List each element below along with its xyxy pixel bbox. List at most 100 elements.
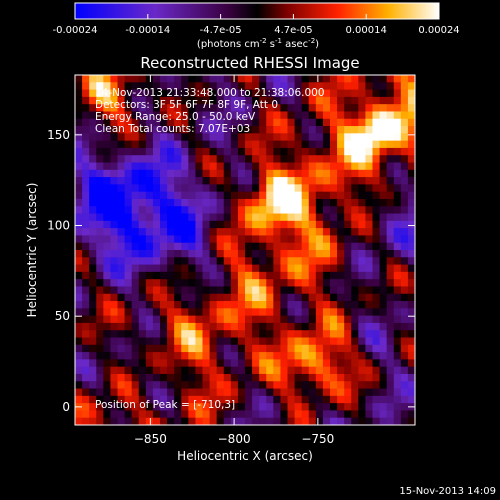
heatmap-cell bbox=[400, 242, 409, 251]
heatmap-cell bbox=[75, 126, 83, 134]
heatmap-cell bbox=[167, 177, 175, 185]
heatmap-cell bbox=[315, 308, 324, 317]
heatmap-cell bbox=[181, 410, 189, 419]
heatmap-cell bbox=[216, 206, 225, 214]
heatmap-cell bbox=[294, 381, 303, 389]
heatmap-cell bbox=[167, 155, 175, 163]
heatmap-cell bbox=[174, 417, 182, 426]
heatmap-cell bbox=[351, 235, 359, 244]
heatmap-cell bbox=[237, 366, 246, 375]
heatmap-cell bbox=[273, 322, 281, 331]
heatmap-cell bbox=[372, 155, 380, 163]
heatmap-cell bbox=[195, 169, 203, 178]
heatmap-cell bbox=[223, 337, 232, 346]
heatmap-cell bbox=[315, 352, 324, 360]
heatmap-cell bbox=[124, 169, 133, 178]
heatmap-cell bbox=[152, 162, 161, 171]
heatmap-cell bbox=[117, 388, 125, 397]
heatmap-cell bbox=[400, 271, 409, 280]
heatmap-cell bbox=[280, 381, 288, 389]
heatmap-cell bbox=[273, 111, 281, 120]
heatmap-cell bbox=[131, 242, 140, 251]
heatmap-cell bbox=[82, 96, 90, 105]
heatmap-cell bbox=[223, 242, 232, 251]
heatmap-cell bbox=[358, 388, 366, 397]
heatmap-cell bbox=[110, 315, 118, 324]
heatmap-cell bbox=[117, 133, 125, 142]
heatmap-cell bbox=[96, 242, 104, 251]
heatmap-cell bbox=[160, 198, 168, 207]
heatmap-cell bbox=[351, 366, 359, 375]
heatmap-cell bbox=[358, 257, 366, 265]
heatmap-cell bbox=[75, 410, 83, 419]
heatmap-cell bbox=[400, 388, 409, 397]
heatmap-cell bbox=[131, 75, 140, 83]
heatmap-cell bbox=[174, 82, 182, 90]
heatmap-cell bbox=[110, 191, 118, 200]
heatmap-cell bbox=[230, 373, 239, 382]
heatmap-cell bbox=[330, 169, 338, 178]
heatmap-cell bbox=[209, 330, 218, 338]
heatmap-cell bbox=[294, 359, 303, 368]
heatmap-cell bbox=[167, 213, 175, 222]
heatmap-cell bbox=[110, 403, 118, 411]
heatmap-cell bbox=[393, 395, 402, 404]
heatmap-cell bbox=[96, 322, 104, 331]
heatmap-cell bbox=[266, 126, 274, 134]
heatmap-cell bbox=[344, 242, 352, 251]
heatmap-cell bbox=[287, 89, 295, 98]
heatmap-cell bbox=[152, 322, 161, 331]
heatmap-cell bbox=[259, 366, 267, 375]
heatmap-cell bbox=[145, 242, 154, 251]
heatmap-cell bbox=[82, 322, 90, 331]
heatmap-cell bbox=[145, 169, 154, 178]
heatmap-cell bbox=[337, 330, 345, 338]
heatmap-cell bbox=[209, 279, 218, 287]
heatmap-cell bbox=[301, 322, 310, 331]
heatmap-cell bbox=[245, 89, 253, 98]
heatmap-cell bbox=[245, 381, 253, 389]
heatmap-cell bbox=[174, 118, 182, 127]
heatmap-cell bbox=[393, 301, 402, 309]
heatmap-cell bbox=[301, 417, 310, 426]
heatmap-cell bbox=[407, 155, 416, 163]
heatmap-cell bbox=[344, 213, 352, 222]
heatmap-cell bbox=[358, 111, 366, 120]
heatmap-cell bbox=[202, 388, 210, 397]
heatmap-cell bbox=[407, 264, 416, 273]
heatmap-cell bbox=[230, 388, 239, 397]
heatmap-cell bbox=[393, 257, 402, 265]
heatmap-cell bbox=[138, 228, 147, 236]
heatmap-cell bbox=[237, 271, 246, 280]
heatmap-cell bbox=[400, 126, 409, 134]
heatmap-cell bbox=[174, 169, 182, 178]
heatmap-cell bbox=[75, 111, 83, 120]
heatmap-cell bbox=[287, 417, 295, 426]
heatmap-cell bbox=[96, 75, 104, 83]
heatmap-cell bbox=[266, 213, 274, 222]
colorbar-tick-label: -4.7e-05 bbox=[200, 25, 242, 36]
heatmap-cell bbox=[160, 257, 168, 265]
heatmap-cell bbox=[273, 147, 281, 156]
heatmap-cell bbox=[117, 264, 125, 273]
heatmap-cell bbox=[308, 220, 317, 229]
heatmap-cell bbox=[379, 315, 388, 324]
heatmap-cell bbox=[124, 373, 133, 382]
heatmap-cell bbox=[330, 373, 338, 382]
heatmap-cell bbox=[266, 373, 274, 382]
heatmap-cell bbox=[152, 381, 161, 389]
heatmap-cell bbox=[145, 147, 154, 156]
heatmap-cell bbox=[287, 242, 295, 251]
heatmap-cell bbox=[223, 184, 232, 193]
heatmap-cell bbox=[167, 279, 175, 287]
heatmap-cell bbox=[195, 344, 203, 353]
heatmap-cell bbox=[294, 322, 303, 331]
heatmap-cell bbox=[103, 235, 111, 244]
heatmap-cell bbox=[315, 279, 324, 287]
heatmap-cell bbox=[216, 198, 225, 207]
heatmap-cell bbox=[216, 111, 225, 120]
heatmap-cell bbox=[301, 198, 310, 207]
heatmap-cell bbox=[259, 235, 267, 244]
heatmap-cell bbox=[145, 235, 154, 244]
heatmap-cell bbox=[322, 264, 331, 273]
